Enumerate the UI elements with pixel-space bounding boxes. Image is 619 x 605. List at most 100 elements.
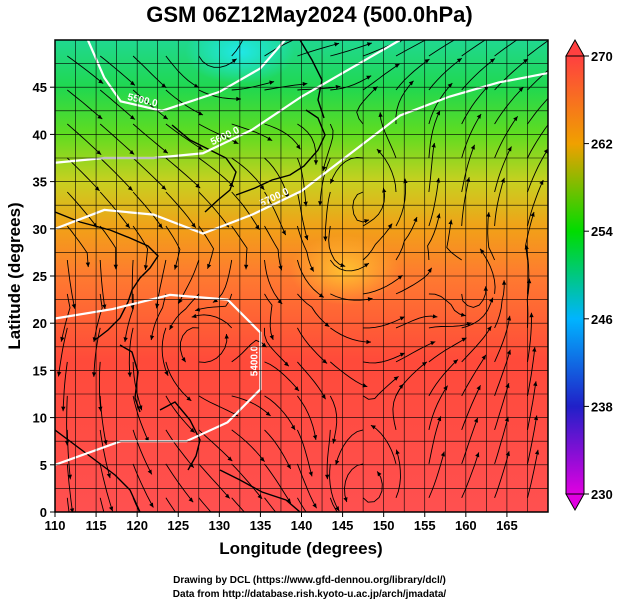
streamline	[329, 259, 370, 272]
streamline-arrow	[207, 263, 212, 269]
streamline	[297, 395, 317, 440]
streamline-arrow	[322, 358, 328, 364]
streamline	[428, 385, 448, 431]
streamline-arrow	[64, 440, 70, 446]
streamline-arrow	[377, 471, 382, 477]
x-tick-label: 110	[45, 518, 66, 533]
streamline-arrow	[424, 59, 430, 64]
streamline	[335, 429, 364, 466]
streamline	[58, 327, 68, 377]
chart-title: GSM 06Z12May2024 (500.0hPa)	[146, 2, 473, 27]
streamline-arrow	[483, 286, 488, 291]
streamline-arrow	[313, 160, 319, 165]
colorbar: 230 238 246 254 262 270	[565, 38, 613, 512]
streamline-arrow	[98, 406, 103, 412]
streamline	[99, 89, 136, 120]
streamline	[330, 327, 372, 343]
y-tick-label: 15	[33, 363, 47, 378]
streamline-arrow	[231, 58, 237, 64]
streamline	[428, 322, 472, 329]
y-tick-label: 0	[40, 505, 47, 520]
streamline-arrow	[127, 372, 132, 378]
streamline-arrow	[254, 17, 259, 22]
streamline-arrow	[430, 35, 435, 39]
streamline	[363, 316, 405, 329]
streamline	[297, 42, 340, 57]
streamline-arrow	[486, 212, 491, 217]
streamline-arrow	[108, 506, 114, 512]
streamline	[231, 497, 245, 512]
contour-label: 5400.0	[249, 345, 260, 376]
streamline-arrow	[162, 148, 168, 154]
streamline-arrow	[149, 335, 155, 341]
y-tick-label: 45	[33, 80, 47, 95]
x-tick-label: 140	[291, 518, 313, 533]
streamline	[67, 89, 103, 120]
x-axis: 110 115 120 125 130 135 140 145 150 155 160 165	[45, 512, 518, 533]
streamline-arrow	[356, 527, 361, 531]
streamline-arrow	[366, 339, 371, 345]
streamline-arrow	[447, 83, 453, 88]
streamline	[494, 177, 505, 227]
x-tick-label: 160	[455, 518, 477, 533]
streamline-arrow	[189, 531, 194, 536]
colorbar-tick-label: 270	[591, 49, 613, 64]
streamline	[165, 157, 201, 189]
streamline	[179, 327, 199, 363]
streamline	[67, 55, 104, 84]
streamline	[395, 40, 427, 57]
streamline	[198, 497, 212, 512]
streamline-arrow	[325, 474, 330, 480]
streamline-arrow	[559, 30, 564, 34]
streamline	[329, 497, 338, 512]
streamline	[165, 463, 194, 503]
streamline-arrow	[539, 179, 544, 185]
streamline-arrow	[436, 213, 441, 219]
streamline	[66, 225, 89, 268]
streamline	[494, 315, 511, 363]
streamline-arrow	[330, 178, 335, 184]
streamline	[99, 259, 106, 310]
streamline	[527, 347, 536, 396]
streamline	[231, 191, 260, 230]
streamline-arrow	[149, 502, 154, 508]
streamline-arrow	[523, 58, 529, 64]
streamline-arrow	[97, 114, 103, 120]
streamline-arrow	[473, 417, 478, 423]
streamline-arrow	[61, 406, 66, 412]
streamline-arrow	[487, 326, 492, 332]
streamline-arrow	[321, 394, 326, 400]
coastline	[55, 40, 326, 512]
streamline-arrow	[261, 342, 267, 348]
streamline	[428, 40, 456, 57]
streamline	[330, 42, 373, 57]
streamline-arrow	[71, 303, 76, 309]
streamline	[99, 123, 135, 155]
streamline	[362, 63, 400, 91]
colorbar-tick-label: 238	[591, 399, 613, 414]
streamline-arrow	[322, 166, 327, 172]
streamline-arrow	[227, 456, 233, 462]
streamline-arrow	[362, 383, 368, 388]
streamline	[527, 449, 539, 498]
y-tick-label: 40	[33, 127, 47, 142]
streamline	[131, 259, 134, 310]
streamline-arrow	[399, 316, 405, 321]
streamline-arrow	[162, 114, 168, 120]
streamline-arrow	[96, 150, 102, 155]
streamline-arrow	[430, 341, 436, 346]
streamline	[494, 40, 518, 57]
streamline-arrow	[236, 96, 241, 102]
colorbar-body	[565, 55, 585, 495]
x-tick-label: 120	[126, 518, 148, 533]
streamline-arrow	[284, 361, 289, 367]
streamline-arrow	[387, 223, 393, 229]
streamline-arrow	[130, 80, 135, 86]
streamline-arrow	[157, 223, 163, 229]
streamline-arrow	[111, 540, 115, 545]
streamline-arrow	[309, 266, 314, 272]
streamline-arrow	[259, 185, 265, 190]
streamlines	[57, 17, 564, 545]
y-tick-label: 5	[40, 458, 47, 473]
streamline	[479, 248, 496, 294]
